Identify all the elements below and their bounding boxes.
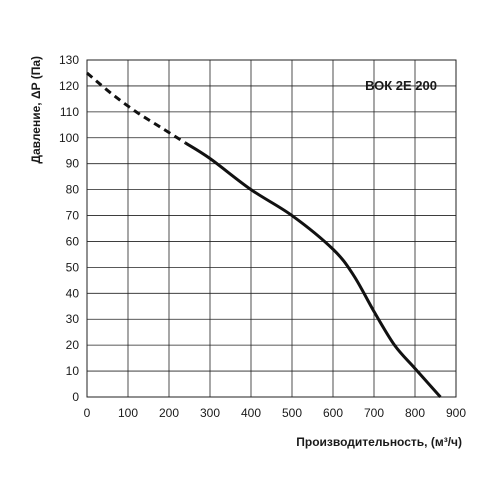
y-tick-label: 40 xyxy=(66,286,80,300)
grid xyxy=(86,59,457,398)
y-tick-label: 130 xyxy=(59,53,79,67)
x-tick-label: 400 xyxy=(241,406,261,420)
y-tick-label: 60 xyxy=(66,234,80,248)
y-tick-label: 0 xyxy=(72,390,79,404)
y-tick-label: 120 xyxy=(59,79,79,93)
plot-frame xyxy=(86,59,457,398)
x-tick-label: 100 xyxy=(118,406,138,420)
x-tick-labels: 0 100 200 300 400 500 600 700 800 900 xyxy=(84,406,467,420)
y-tick-label: 10 xyxy=(66,364,80,378)
x-tick-label: 500 xyxy=(282,406,302,420)
x-tick-label: 200 xyxy=(159,406,179,420)
y-tick-label: 20 xyxy=(66,338,80,352)
y-axis-title: Давление, ΔP (Па) xyxy=(29,56,43,164)
curves xyxy=(86,71,442,398)
y-tick-label: 70 xyxy=(66,209,80,223)
x-tick-label: 0 xyxy=(84,406,91,420)
x-tick-label: 800 xyxy=(405,406,425,420)
x-tick-label: 900 xyxy=(446,406,466,420)
curve-dashed-segment xyxy=(86,71,187,145)
x-tick-label: 300 xyxy=(200,406,220,420)
x-axis-title: Производительность, (м³/ч) xyxy=(296,435,462,449)
x-tick-label: 700 xyxy=(364,406,384,420)
y-tick-labels: 0 10 20 30 40 50 60 70 80 90 100 110 120 130 xyxy=(59,53,79,404)
y-tick-label: 100 xyxy=(59,131,79,145)
x-tick-label: 600 xyxy=(323,406,343,420)
y-tick-label: 90 xyxy=(66,157,80,171)
y-tick-label: 80 xyxy=(66,183,80,197)
chart-title: ВОК 2Е 200 xyxy=(365,78,437,93)
y-tick-label: 110 xyxy=(60,105,79,119)
y-tick-label: 30 xyxy=(66,312,80,326)
curve-solid-segment xyxy=(184,141,442,398)
y-tick-label: 50 xyxy=(66,260,80,274)
